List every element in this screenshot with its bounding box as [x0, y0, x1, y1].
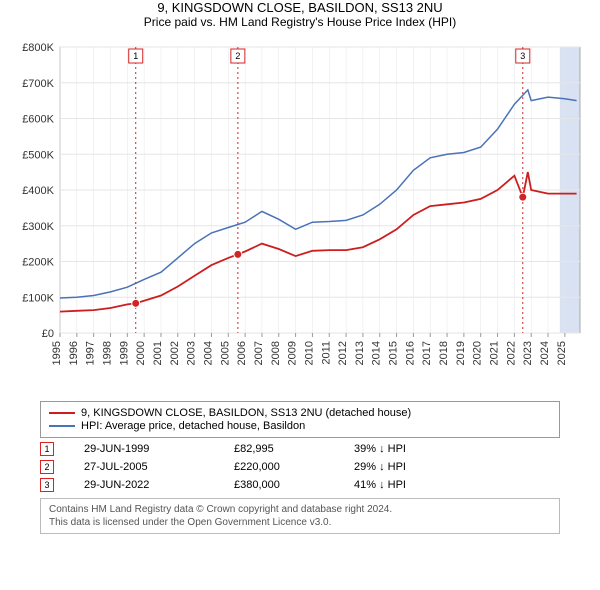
svg-text:1998: 1998	[101, 341, 113, 365]
svg-text:2007: 2007	[253, 341, 265, 365]
svg-text:£400K: £400K	[22, 185, 54, 197]
transaction-date: 27-JUL-2005	[84, 461, 204, 473]
svg-text:£800K: £800K	[22, 42, 54, 54]
legend-label-blue: HPI: Average price, detached house, Basi…	[81, 420, 305, 432]
legend-swatch-red	[49, 412, 75, 414]
transaction-diff: 41% ↓ HPI	[354, 479, 454, 491]
transaction-date: 29-JUN-2022	[84, 479, 204, 491]
svg-text:2023: 2023	[522, 341, 534, 365]
svg-text:2010: 2010	[303, 341, 315, 365]
svg-text:2008: 2008	[270, 341, 282, 365]
svg-text:3: 3	[520, 51, 525, 61]
attribution-line2: This data is licensed under the Open Gov…	[49, 516, 551, 529]
svg-text:£700K: £700K	[22, 78, 54, 90]
svg-text:£300K: £300K	[22, 221, 54, 233]
svg-text:2019: 2019	[455, 341, 467, 365]
svg-text:1995: 1995	[51, 341, 63, 365]
svg-text:1999: 1999	[118, 341, 130, 365]
transaction-diff: 39% ↓ HPI	[354, 443, 454, 455]
chart-subtitle: Price paid vs. HM Land Registry's House …	[0, 15, 600, 29]
svg-text:2002: 2002	[169, 341, 181, 365]
svg-text:£600K: £600K	[22, 114, 54, 126]
svg-text:£500K: £500K	[22, 149, 54, 161]
svg-text:2003: 2003	[186, 341, 198, 365]
svg-text:2012: 2012	[337, 341, 349, 365]
svg-text:1996: 1996	[68, 341, 80, 365]
svg-text:2000: 2000	[135, 341, 147, 365]
legend-row-red: 9, KINGSDOWN CLOSE, BASILDON, SS13 2NU (…	[49, 407, 551, 419]
attribution: Contains HM Land Registry data © Crown c…	[40, 498, 560, 534]
transactions-table: 1 29-JUN-1999 £82,995 39% ↓ HPI 2 27-JUL-2005…	[40, 442, 560, 492]
svg-text:2025: 2025	[556, 341, 568, 365]
svg-text:1: 1	[133, 51, 138, 61]
svg-text:2024: 2024	[539, 341, 551, 365]
legend-row-blue: HPI: Average price, detached house, Basi…	[49, 420, 551, 432]
svg-text:2017: 2017	[421, 341, 433, 365]
svg-text:2020: 2020	[472, 341, 484, 365]
svg-text:2018: 2018	[438, 341, 450, 365]
svg-text:2014: 2014	[371, 341, 383, 365]
svg-text:2013: 2013	[354, 341, 366, 365]
svg-text:1997: 1997	[85, 341, 97, 365]
svg-text:£0: £0	[42, 328, 54, 340]
svg-text:2006: 2006	[236, 341, 248, 365]
legend: 9, KINGSDOWN CLOSE, BASILDON, SS13 2NU (…	[40, 401, 560, 438]
svg-text:2: 2	[235, 51, 240, 61]
svg-text:2009: 2009	[287, 341, 299, 365]
attribution-line1: Contains HM Land Registry data © Crown c…	[49, 503, 551, 516]
svg-text:2005: 2005	[219, 341, 231, 365]
legend-label-red: 9, KINGSDOWN CLOSE, BASILDON, SS13 2NU (…	[81, 407, 411, 419]
svg-text:2004: 2004	[202, 341, 214, 365]
transaction-price: £82,995	[234, 443, 324, 455]
legend-swatch-blue	[49, 425, 75, 427]
transaction-diff: 29% ↓ HPI	[354, 461, 454, 473]
chart-title: 9, KINGSDOWN CLOSE, BASILDON, SS13 2NU	[0, 0, 600, 15]
transaction-marker-icon: 1	[40, 442, 54, 456]
chart-area: £0 £100K £200K £300K £400K £500K £600K £700K £80…	[10, 33, 590, 393]
svg-text:£100K: £100K	[22, 292, 54, 304]
svg-text:£200K: £200K	[22, 257, 54, 269]
transaction-marker-icon: 3	[40, 478, 54, 492]
svg-text:2011: 2011	[320, 341, 332, 365]
svg-text:2022: 2022	[505, 341, 517, 365]
chart-svg: £0 £100K £200K £300K £400K £500K £600K £700K £80…	[10, 33, 590, 393]
svg-text:2021: 2021	[489, 341, 501, 365]
svg-text:2015: 2015	[388, 341, 400, 365]
transaction-marker-icon: 2	[40, 460, 54, 474]
svg-text:2001: 2001	[152, 341, 164, 365]
transaction-row: 1 29-JUN-1999 £82,995 39% ↓ HPI	[40, 442, 560, 456]
transaction-date: 29-JUN-1999	[84, 443, 204, 455]
transaction-row: 3 29-JUN-2022 £380,000 41% ↓ HPI	[40, 478, 560, 492]
transaction-price: £220,000	[234, 461, 324, 473]
transaction-row: 2 27-JUL-2005 £220,000 29% ↓ HPI	[40, 460, 560, 474]
svg-text:2016: 2016	[404, 341, 416, 365]
transaction-price: £380,000	[234, 479, 324, 491]
